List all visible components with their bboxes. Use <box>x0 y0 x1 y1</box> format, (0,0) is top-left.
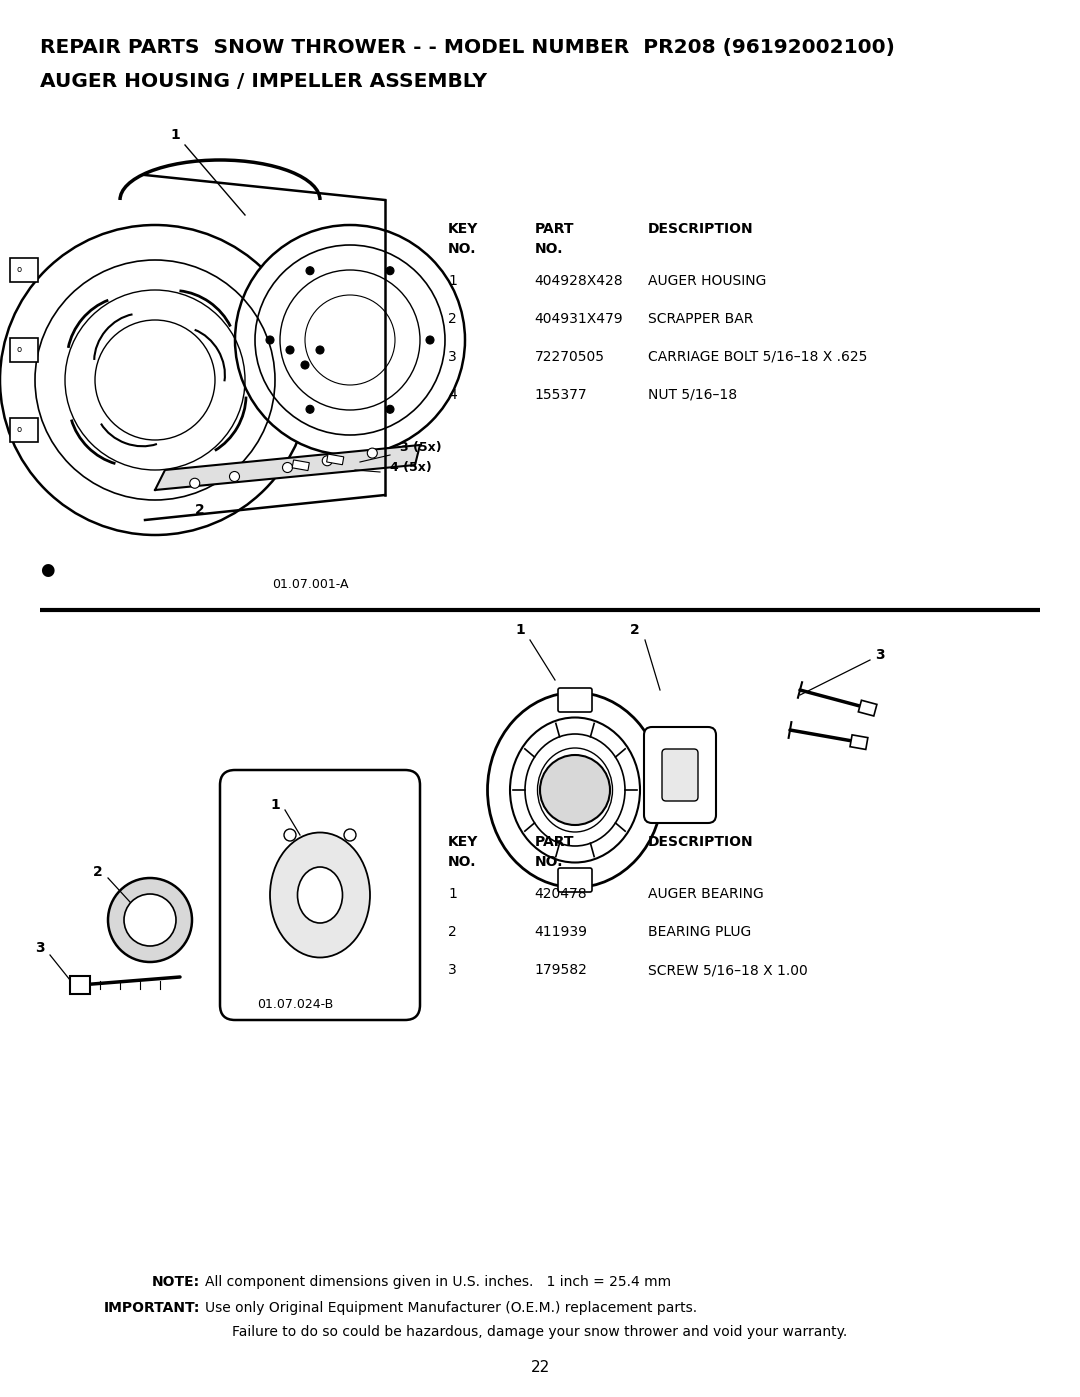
Circle shape <box>540 754 610 826</box>
Text: 4: 4 <box>448 388 457 402</box>
Text: NUT 5/16–18: NUT 5/16–18 <box>648 388 738 402</box>
Circle shape <box>386 405 394 414</box>
Circle shape <box>0 225 310 535</box>
Text: KEY: KEY <box>448 835 478 849</box>
Circle shape <box>266 337 274 344</box>
FancyBboxPatch shape <box>644 726 716 823</box>
Text: 155377: 155377 <box>535 388 588 402</box>
Text: 3: 3 <box>448 351 457 365</box>
Bar <box>326 454 343 465</box>
Ellipse shape <box>297 868 342 923</box>
Text: 179582: 179582 <box>535 963 588 977</box>
Text: 4 (5x): 4 (5x) <box>390 461 432 475</box>
Text: SCRAPPER BAR: SCRAPPER BAR <box>648 312 754 326</box>
FancyBboxPatch shape <box>558 687 592 712</box>
Text: o: o <box>16 345 22 355</box>
Text: 1: 1 <box>515 623 525 637</box>
Text: CARRIAGE BOLT 5/16–18 X .625: CARRIAGE BOLT 5/16–18 X .625 <box>648 351 867 365</box>
Ellipse shape <box>487 693 662 887</box>
Circle shape <box>367 448 377 458</box>
Bar <box>859 700 877 717</box>
Circle shape <box>190 478 200 488</box>
Text: DESCRIPTION: DESCRIPTION <box>648 222 754 236</box>
FancyBboxPatch shape <box>220 770 420 1020</box>
Text: 2: 2 <box>93 865 103 879</box>
Text: 2: 2 <box>195 503 205 517</box>
Bar <box>850 735 868 749</box>
Text: 01.07.024-B: 01.07.024-B <box>257 999 333 1011</box>
Text: NOTE:: NOTE: <box>152 1275 200 1289</box>
Circle shape <box>108 877 192 963</box>
Text: 3: 3 <box>875 648 885 662</box>
Circle shape <box>286 346 294 353</box>
Ellipse shape <box>270 833 370 957</box>
Text: PART: PART <box>535 835 575 849</box>
Text: NO.: NO. <box>448 855 476 869</box>
Text: 01.07.001-A: 01.07.001-A <box>272 578 348 591</box>
Circle shape <box>235 225 465 455</box>
Bar <box>10 418 38 441</box>
Text: 3: 3 <box>448 963 457 977</box>
FancyBboxPatch shape <box>558 868 592 893</box>
FancyBboxPatch shape <box>662 749 698 800</box>
Text: SCREW 5/16–18 X 1.00: SCREW 5/16–18 X 1.00 <box>648 963 808 977</box>
Text: 2: 2 <box>630 623 639 637</box>
Circle shape <box>306 267 314 275</box>
Text: PART: PART <box>535 222 575 236</box>
Text: REPAIR PARTS  SNOW THROWER - - MODEL NUMBER  PR208 (96192002100): REPAIR PARTS SNOW THROWER - - MODEL NUMB… <box>40 38 895 57</box>
Circle shape <box>322 455 333 465</box>
Circle shape <box>301 360 309 369</box>
Bar <box>10 258 38 282</box>
Text: 404931X479: 404931X479 <box>535 312 623 326</box>
Circle shape <box>283 462 293 472</box>
Text: DESCRIPTION: DESCRIPTION <box>648 835 754 849</box>
Text: o: o <box>16 265 22 274</box>
Text: 1: 1 <box>448 887 457 901</box>
Text: NO.: NO. <box>448 242 476 256</box>
Text: Failure to do so could be hazardous, damage your snow thrower and void your warr: Failure to do so could be hazardous, dam… <box>232 1324 848 1338</box>
Text: KEY: KEY <box>448 222 478 236</box>
Text: NO.: NO. <box>535 242 563 256</box>
Text: NO.: NO. <box>535 855 563 869</box>
Text: ●: ● <box>40 562 54 578</box>
Circle shape <box>316 346 324 353</box>
Text: 3 (5x): 3 (5x) <box>400 441 442 454</box>
Bar <box>70 977 90 995</box>
Bar <box>10 338 38 362</box>
Text: 72270505: 72270505 <box>535 351 605 365</box>
Circle shape <box>426 337 434 344</box>
Text: BEARING PLUG: BEARING PLUG <box>648 925 752 939</box>
Circle shape <box>124 894 176 946</box>
Circle shape <box>284 828 296 841</box>
Text: o: o <box>16 426 22 434</box>
Circle shape <box>386 267 394 275</box>
Text: 2: 2 <box>448 312 457 326</box>
Circle shape <box>229 472 240 482</box>
Text: 1: 1 <box>171 129 180 142</box>
Polygon shape <box>156 446 420 490</box>
Text: 3: 3 <box>36 942 44 956</box>
Circle shape <box>306 405 314 414</box>
Circle shape <box>345 828 356 841</box>
Text: AUGER HOUSING / IMPELLER ASSEMBLY: AUGER HOUSING / IMPELLER ASSEMBLY <box>40 73 487 91</box>
Text: Use only Original Equipment Manufacturer (O.E.M.) replacement parts.: Use only Original Equipment Manufacturer… <box>205 1301 697 1315</box>
Text: AUGER HOUSING: AUGER HOUSING <box>648 274 767 288</box>
Text: IMPORTANT:: IMPORTANT: <box>104 1301 200 1315</box>
Text: 22: 22 <box>530 1361 550 1376</box>
Text: 1: 1 <box>270 798 280 812</box>
Text: 2: 2 <box>448 925 457 939</box>
Text: 411939: 411939 <box>535 925 588 939</box>
Text: AUGER BEARING: AUGER BEARING <box>648 887 764 901</box>
Text: 420478: 420478 <box>535 887 588 901</box>
Text: 404928X428: 404928X428 <box>535 274 623 288</box>
Text: All component dimensions given in U.S. inches.   1 inch = 25.4 mm: All component dimensions given in U.S. i… <box>205 1275 671 1289</box>
Bar <box>293 460 309 471</box>
Text: 1: 1 <box>448 274 457 288</box>
